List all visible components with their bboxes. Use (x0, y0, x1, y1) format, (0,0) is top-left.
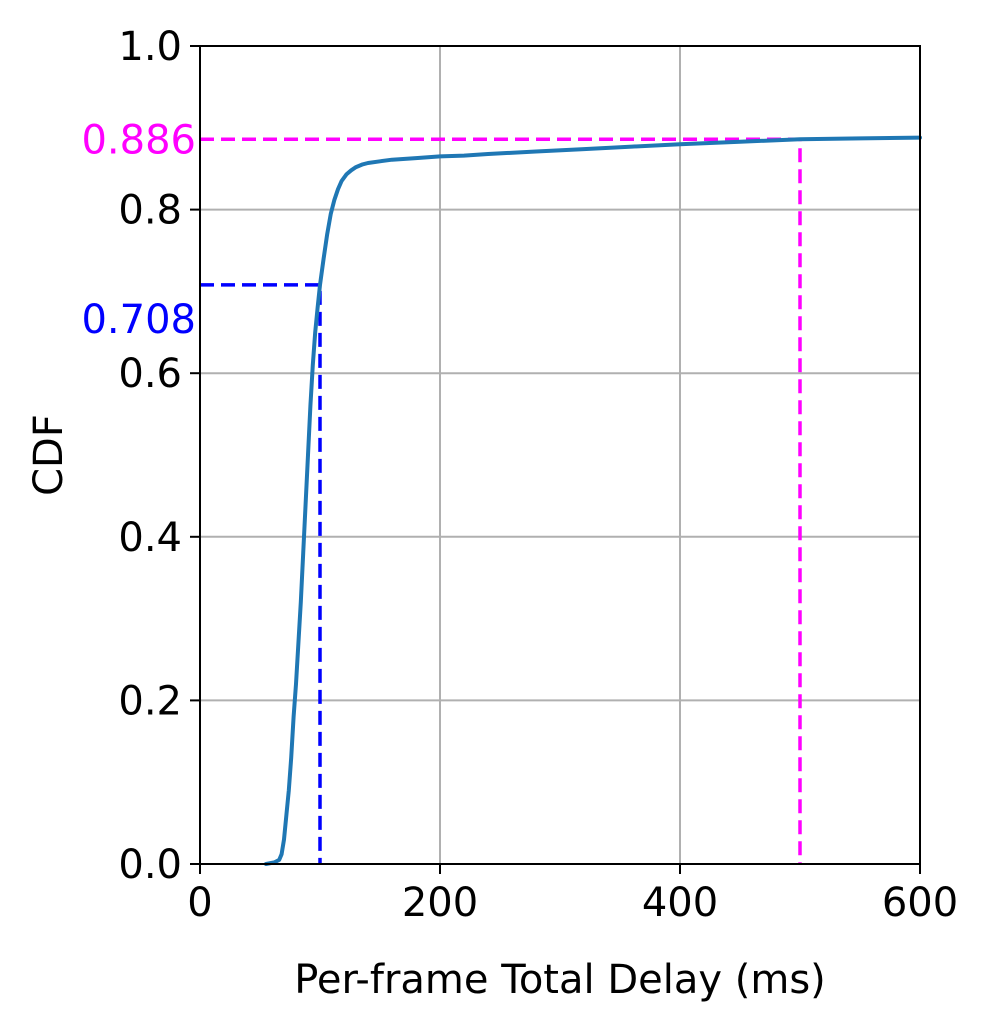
y-tick-label: 0.4 (118, 515, 182, 561)
y-tick-label: 0.8 (118, 188, 182, 234)
ticks: 0 200 400 600 0.0 0.2 0.4 0.6 0.8 1.0 (118, 24, 958, 926)
x-axis-label: Per-frame Total Delay (ms) (294, 957, 826, 1003)
x-tick-label: 600 (882, 880, 958, 926)
y-tick-label: 0.2 (118, 678, 182, 724)
cdf-series-line (264, 135, 922, 866)
annotation-label-0.708: 0.708 (81, 297, 196, 343)
plot-frame (199, 45, 921, 865)
y-tick-label: 0.6 (118, 351, 182, 397)
annotation-label-0.886: 0.886 (81, 117, 196, 163)
y-axis-label: CDF (26, 414, 72, 496)
annotation-labels: 0.708 0.886 (81, 117, 196, 343)
y-tick-label: 1.0 (118, 24, 182, 70)
x-tick-label: 200 (402, 880, 478, 926)
x-tick-label: 0 (187, 880, 212, 926)
series (264, 135, 922, 866)
y-tick-label: 0.0 (118, 842, 182, 888)
guide-line-0.708 (200, 283, 322, 864)
x-tick-label: 400 (642, 880, 718, 926)
